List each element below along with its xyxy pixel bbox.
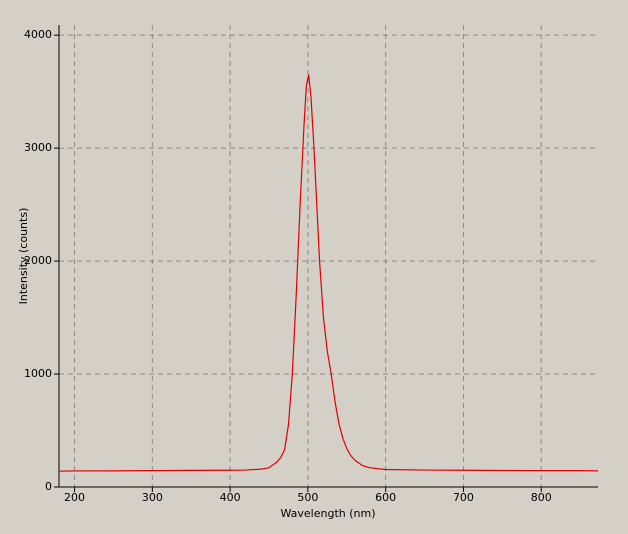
x-axis-label: Wavelength (nm)	[280, 507, 375, 520]
x-tick-label: 500	[297, 491, 318, 504]
y-tick-label: 2000	[24, 254, 52, 267]
y-tick-label: 1000	[24, 367, 52, 380]
x-tick-label: 400	[220, 491, 241, 504]
x-tick-label: 600	[375, 491, 396, 504]
y-tick-label: 3000	[24, 141, 52, 154]
y-axis-label: Intensity (counts)	[17, 208, 30, 305]
y-tick-label: 4000	[24, 28, 52, 41]
x-tick-label: 700	[453, 491, 474, 504]
y-tick-label: 0	[45, 480, 52, 493]
x-tick-label: 300	[142, 491, 163, 504]
x-tick-label: 200	[64, 491, 85, 504]
data-line	[58, 74, 599, 472]
x-tick-label: 800	[531, 491, 552, 504]
